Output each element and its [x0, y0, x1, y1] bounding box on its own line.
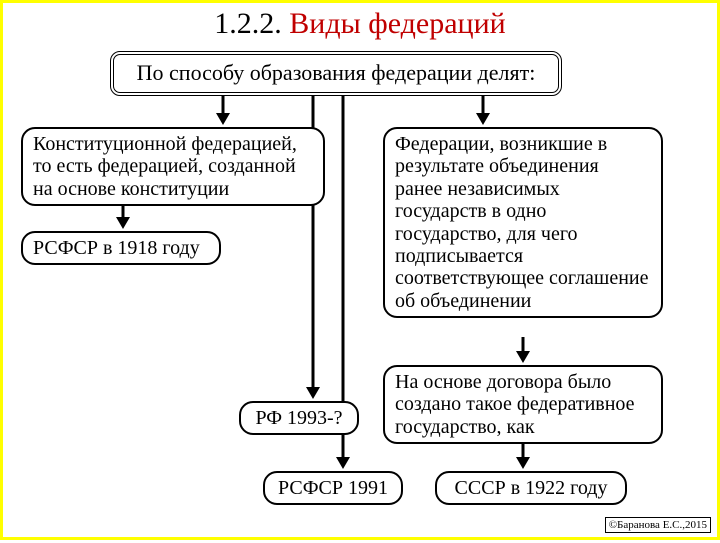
title-number: 1.2.2. — [214, 7, 282, 40]
title-main: Виды федераций — [289, 7, 505, 40]
box-left-b-text: РСФСР в 1918 году — [33, 237, 200, 259]
arrow-head-rightA-to-rightB — [516, 351, 530, 363]
arrow-head-rightB-to-rightC — [516, 457, 530, 469]
box-right-b-text: На основе договора было создано такое фе… — [395, 371, 635, 438]
slide-title: 1.2.2. Виды федераций — [3, 7, 717, 41]
credit-label: ©Баранова Е.С.,2015 — [605, 517, 711, 533]
box-left-a-text: Конституционной федерацией, то есть феде… — [33, 133, 297, 200]
arrow-head-top-to-midB — [336, 457, 350, 469]
box-mid-b-text: РСФСР 1991 — [278, 477, 388, 499]
box-right-c: СССР в 1922 году — [435, 471, 627, 505]
box-top-text: По способу образования федерации делят: — [137, 60, 536, 85]
box-left-a: Конституционной федерацией, то есть феде… — [21, 127, 325, 206]
arrow-head-top-to-midA — [306, 387, 320, 399]
arrow-head-leftA-to-leftB — [116, 217, 130, 229]
box-right-b: На основе договора было создано такое фе… — [383, 365, 663, 444]
box-right-c-text: СССР в 1922 году — [455, 477, 608, 499]
box-right-a-text: Федерации, возникшие в результате объеди… — [395, 133, 649, 312]
box-right-a: Федерации, возникшие в результате объеди… — [383, 127, 663, 318]
slide-canvas: 1.2.2. Виды федераций По способу образов… — [0, 0, 720, 540]
arrow-head-top-to-rightA — [476, 113, 490, 125]
box-mid-a-text: РФ 1993-? — [255, 407, 342, 429]
box-left-b: РСФСР в 1918 году — [21, 231, 221, 265]
box-mid-a: РФ 1993-? — [239, 401, 359, 435]
box-mid-b: РСФСР 1991 — [263, 471, 403, 505]
arrow-head-top-to-leftA — [216, 113, 230, 125]
box-top: По способу образования федерации делят: — [110, 51, 562, 96]
